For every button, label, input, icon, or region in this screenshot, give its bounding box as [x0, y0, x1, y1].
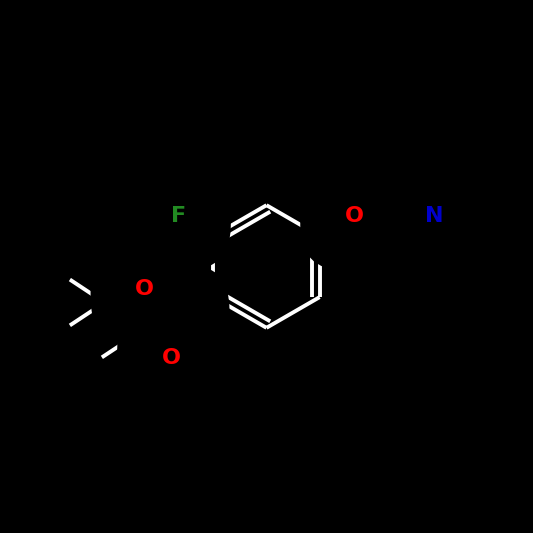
Text: O: O — [135, 279, 154, 299]
Text: F: F — [171, 206, 187, 226]
Text: O: O — [161, 349, 181, 368]
Text: B: B — [168, 309, 185, 328]
Text: O: O — [345, 206, 364, 226]
Text: N: N — [425, 206, 443, 226]
